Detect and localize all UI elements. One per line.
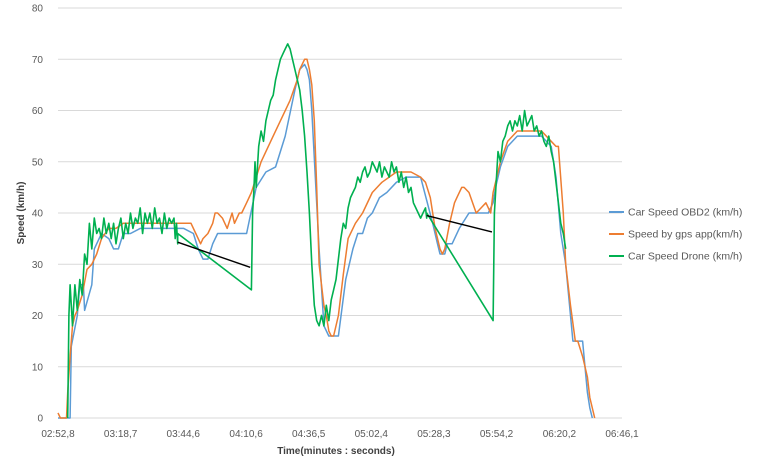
y-axis-title: Speed (km/h) [16,182,27,245]
y-tick-label: 60 [32,106,44,117]
x-tick-label: 06:46,1 [605,429,639,440]
x-tick-label: 04:36,5 [292,429,326,440]
y-tick-label: 50 [32,157,44,168]
y-tick-label: 0 [37,414,43,425]
y-tick-label: 40 [32,209,44,220]
x-tick-label: 05:28,3 [417,429,451,440]
gridlines [58,7,622,368]
annotation-line-1 [177,241,251,268]
x-tick-label: 04:10,6 [229,429,263,440]
series-line-3 [66,43,567,419]
x-tick-labels: 02:52,8 03:18,7 03:44,6 04:10,6 04:36,5 05:02… [41,429,639,440]
legend-label: Car Speed Drone (km/h) [628,251,742,263]
x-tick-label: 05:54,2 [480,429,514,440]
legend: Car Speed OBD2 (km/h) Speed by gps app(km… [609,207,742,263]
y-tick-label: 70 [32,55,44,66]
x-tick-label: 03:18,7 [104,429,138,440]
y-tick-label: 80 [32,4,44,15]
y-tick-label: 10 [32,362,44,373]
annotation-lines [177,214,493,268]
legend-label: Speed by gps app(km/h) [628,229,742,241]
series-lines [57,43,596,419]
x-tick-label: 03:44,6 [167,429,201,440]
y-tick-labels: 0 10 20 30 40 50 60 70 80 [32,4,44,425]
annotation-line-2 [426,214,493,233]
legend-label: Car Speed OBD2 (km/h) [628,207,742,219]
x-axis-title: Time(minutes : seconds) [277,446,395,457]
x-tick-label: 02:52,8 [41,429,75,440]
y-tick-label: 30 [32,260,44,271]
x-tick-label: 05:02,4 [355,429,389,440]
x-tick-label: 06:20,2 [543,429,577,440]
y-tick-label: 20 [32,311,44,322]
